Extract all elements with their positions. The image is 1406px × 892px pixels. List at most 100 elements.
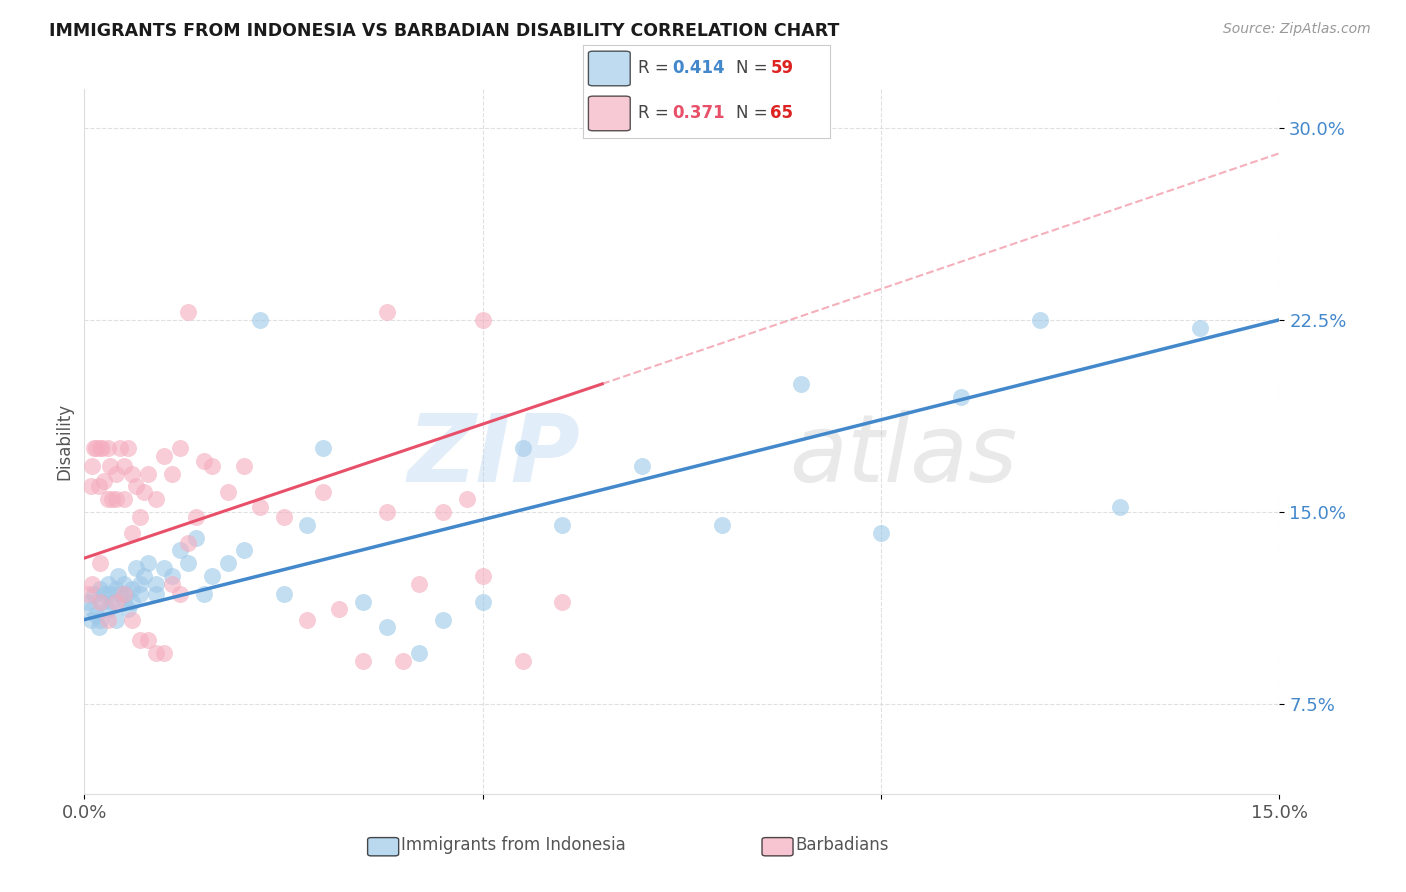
Text: ZIP: ZIP <box>408 409 581 501</box>
Point <box>949 390 972 404</box>
Point <box>101 492 124 507</box>
Text: Immigrants from Indonesia: Immigrants from Indonesia <box>401 836 626 854</box>
Point <box>273 587 295 601</box>
Text: R =: R = <box>638 59 673 77</box>
Point <box>551 595 574 609</box>
Point <box>87 620 110 634</box>
Point <box>145 492 167 507</box>
Point <box>89 556 111 570</box>
Point <box>121 613 143 627</box>
Point <box>471 595 494 609</box>
Y-axis label: Disability: Disability <box>55 403 73 480</box>
Point <box>89 582 111 596</box>
Point <box>297 613 319 627</box>
Point <box>136 556 159 570</box>
Point <box>201 458 224 473</box>
Point <box>132 484 156 499</box>
Point <box>177 535 200 549</box>
Point <box>512 654 534 668</box>
Point <box>352 654 374 668</box>
Point <box>105 595 128 609</box>
Point <box>82 458 104 473</box>
Point <box>312 441 335 455</box>
Point <box>129 587 152 601</box>
Point <box>160 576 183 591</box>
Point <box>217 556 239 570</box>
Point <box>80 613 103 627</box>
Point <box>112 587 135 601</box>
Point <box>97 613 120 627</box>
Point <box>93 475 115 489</box>
FancyBboxPatch shape <box>367 838 399 856</box>
Point <box>408 646 430 660</box>
Point <box>110 587 132 601</box>
FancyBboxPatch shape <box>762 838 793 856</box>
Text: 0.414: 0.414 <box>672 59 724 77</box>
Point <box>375 305 398 319</box>
Point <box>129 510 152 524</box>
Point <box>112 458 135 473</box>
Point <box>82 602 104 616</box>
Point <box>105 582 128 596</box>
Point <box>328 602 350 616</box>
Point <box>89 441 111 455</box>
Point <box>375 505 398 519</box>
Text: N =: N = <box>737 59 773 77</box>
Text: N =: N = <box>737 103 773 121</box>
Text: atlas: atlas <box>790 410 1018 501</box>
Point <box>184 531 207 545</box>
Point <box>512 441 534 455</box>
Point <box>1029 313 1052 327</box>
Point <box>153 646 176 660</box>
Point <box>184 510 207 524</box>
Point <box>136 633 159 648</box>
Point <box>90 441 112 455</box>
Point <box>110 441 132 455</box>
Point <box>86 441 108 455</box>
Point <box>121 467 143 481</box>
Point <box>121 595 143 609</box>
Point <box>375 620 398 634</box>
Point <box>177 556 200 570</box>
Text: Source: ZipAtlas.com: Source: ZipAtlas.com <box>1223 22 1371 37</box>
Point <box>77 595 100 609</box>
Point <box>297 517 319 532</box>
Point <box>105 492 128 507</box>
Point <box>551 517 574 532</box>
Point <box>80 479 103 493</box>
Point <box>125 561 148 575</box>
Text: R =: R = <box>638 103 673 121</box>
Point <box>1109 500 1132 514</box>
Point <box>232 458 254 473</box>
Point <box>169 441 191 455</box>
Point <box>86 607 108 622</box>
Point <box>89 613 111 627</box>
Point <box>471 313 494 327</box>
Point <box>1188 320 1211 334</box>
Text: 0.371: 0.371 <box>672 103 724 121</box>
Point <box>121 525 143 540</box>
Point <box>153 561 176 575</box>
FancyBboxPatch shape <box>589 96 630 131</box>
Point <box>392 654 415 668</box>
Point <box>112 492 135 507</box>
Point <box>432 613 454 627</box>
Point <box>121 582 143 596</box>
Point <box>177 305 200 319</box>
Point <box>105 467 128 481</box>
Point <box>82 576 104 591</box>
Point <box>132 569 156 583</box>
Point <box>456 492 478 507</box>
Text: 59: 59 <box>770 59 793 77</box>
Point <box>193 454 215 468</box>
Point <box>160 569 183 583</box>
Point <box>193 587 215 601</box>
Point <box>114 587 136 601</box>
Point <box>98 458 121 473</box>
Point <box>117 602 139 616</box>
Point <box>129 633 152 648</box>
Point <box>312 484 335 499</box>
Point <box>77 587 100 601</box>
Point <box>153 449 176 463</box>
Point <box>117 441 139 455</box>
